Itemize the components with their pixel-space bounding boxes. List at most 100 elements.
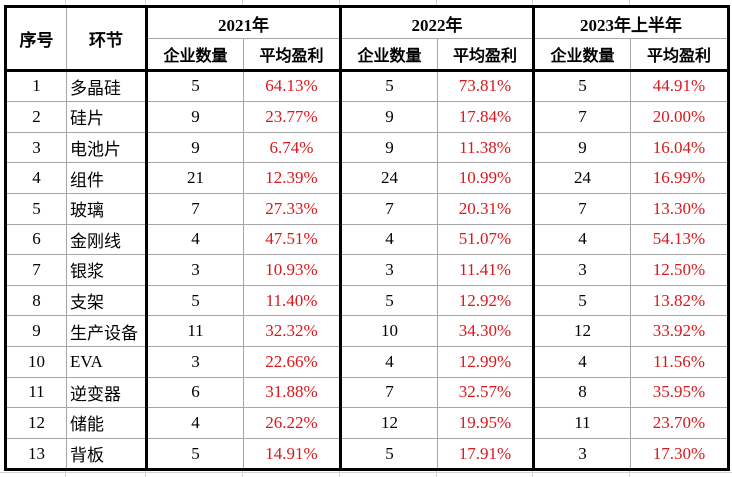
count-2021: 5 (145, 68, 244, 103)
profit-2022: 32.57% (437, 376, 534, 409)
count-2022: 4 (339, 223, 438, 256)
count-2022: 10 (339, 315, 438, 347)
profit-2023h1: 12.50% (630, 254, 730, 286)
count-2021: 9 (145, 131, 244, 164)
profit-2023h1: 44.91% (630, 68, 730, 103)
count-2022: 24 (339, 162, 438, 194)
count-2023h1: 4 (532, 223, 631, 256)
count-2021: 3 (145, 345, 244, 378)
profit-2021: 23.77% (243, 101, 341, 133)
count-2022: 5 (339, 284, 438, 317)
table-row: 3 电池片 9 6.74% 9 11.38% 9 16.04% (4, 131, 730, 164)
row-index: 2 (4, 101, 67, 133)
row-index: 1 (4, 68, 67, 103)
row-index: 7 (4, 254, 67, 286)
profit-2021: 31.88% (243, 376, 341, 409)
count-2023h1: 5 (532, 68, 631, 103)
segment-name: 支架 (66, 284, 147, 317)
count-2023h1: 9 (532, 131, 631, 164)
table-row: 7 银浆 3 10.93% 3 11.41% 3 12.50% (4, 254, 730, 286)
segment-name: 银浆 (66, 254, 147, 286)
profit-2021: 11.40% (243, 284, 341, 317)
profit-2021: 12.39% (243, 162, 341, 194)
profit-2021: 47.51% (243, 223, 341, 256)
count-2022: 7 (339, 376, 438, 409)
count-2023h1: 7 (532, 101, 631, 133)
profit-2023h1: 16.04% (630, 131, 730, 164)
segment-name: 组件 (66, 162, 147, 194)
count-2022: 9 (339, 131, 438, 164)
table-row: 9 生产设备 11 32.32% 10 34.30% 12 33.92% (4, 315, 730, 347)
count-2021: 9 (145, 101, 244, 133)
header-profit-2021: 平均盈利 (243, 38, 341, 71)
segment-name: 储能 (66, 407, 147, 439)
table-row: 4 组件 21 12.39% 24 10.99% 24 16.99% (4, 162, 730, 194)
count-2022: 5 (339, 68, 438, 103)
segment-name: 金刚线 (66, 223, 147, 256)
segment-name: EVA (66, 345, 147, 378)
segment-name: 硅片 (66, 101, 147, 133)
profit-2021: 64.13% (243, 68, 341, 103)
profit-2023h1: 54.13% (630, 223, 730, 256)
segment-name: 逆变器 (66, 376, 147, 409)
row-index: 3 (4, 131, 67, 164)
header-count-2022: 企业数量 (339, 38, 438, 71)
profit-2023h1: 11.56% (630, 345, 730, 378)
table-row: 5 玻璃 7 27.33% 7 20.31% 7 13.30% (4, 192, 730, 225)
profit-2023h1: 35.95% (630, 376, 730, 409)
header-profit-2023h1: 平均盈利 (630, 38, 730, 71)
profit-2021: 14.91% (243, 437, 341, 472)
count-2023h1: 12 (532, 315, 631, 347)
table-row: 10 EVA 3 22.66% 4 12.99% 4 11.56% (4, 345, 730, 378)
row-index: 9 (4, 315, 67, 347)
header-index: 序号 (4, 5, 67, 71)
profit-2023h1: 20.00% (630, 101, 730, 133)
count-2023h1: 3 (532, 254, 631, 286)
profit-2023h1: 16.99% (630, 162, 730, 194)
segment-name: 背板 (66, 437, 147, 472)
profit-2022: 34.30% (437, 315, 534, 347)
profit-2023h1: 13.30% (630, 192, 730, 225)
header-profit-2022: 平均盈利 (437, 38, 534, 71)
count-2022: 9 (339, 101, 438, 133)
profit-2022: 10.99% (437, 162, 534, 194)
profit-2023h1: 13.82% (630, 284, 730, 317)
count-2022: 12 (339, 407, 438, 439)
profit-2023h1: 23.70% (630, 407, 730, 439)
table-row: 8 支架 5 11.40% 5 12.92% 5 13.82% (4, 284, 730, 317)
table-row: 11 逆变器 6 31.88% 7 32.57% 8 35.95% (4, 376, 730, 409)
segment-name: 多晶硅 (66, 68, 147, 103)
segment-name: 电池片 (66, 131, 147, 164)
count-2021: 6 (145, 376, 244, 409)
row-index: 10 (4, 345, 67, 378)
row-index: 13 (4, 437, 67, 472)
profit-2022: 12.99% (437, 345, 534, 378)
profit-2023h1: 17.30% (630, 437, 730, 472)
count-2021: 4 (145, 223, 244, 256)
count-2023h1: 11 (532, 407, 631, 439)
count-2023h1: 7 (532, 192, 631, 225)
count-2022: 3 (339, 254, 438, 286)
count-2022: 5 (339, 437, 438, 472)
profit-2022: 17.84% (437, 101, 534, 133)
count-2022: 7 (339, 192, 438, 225)
profit-2021: 10.93% (243, 254, 341, 286)
table-row: 12 储能 4 26.22% 12 19.95% 11 23.70% (4, 407, 730, 439)
table-row: 13 背板 5 14.91% 5 17.91% 3 17.30% (4, 437, 730, 472)
row-index: 8 (4, 284, 67, 317)
count-2023h1: 24 (532, 162, 631, 194)
count-2021: 3 (145, 254, 244, 286)
profit-2021: 27.33% (243, 192, 341, 225)
count-2023h1: 5 (532, 284, 631, 317)
row-index: 6 (4, 223, 67, 256)
header-year-2021: 2021年 (145, 5, 341, 39)
profit-2023h1: 33.92% (630, 315, 730, 347)
header-segment: 环节 (66, 5, 147, 71)
profit-2022: 11.38% (437, 131, 534, 164)
row-index: 5 (4, 192, 67, 225)
count-2023h1: 3 (532, 437, 631, 472)
profit-2022: 51.07% (437, 223, 534, 256)
row-index: 4 (4, 162, 67, 194)
profit-2022: 12.92% (437, 284, 534, 317)
header-count-2023h1: 企业数量 (532, 38, 631, 71)
